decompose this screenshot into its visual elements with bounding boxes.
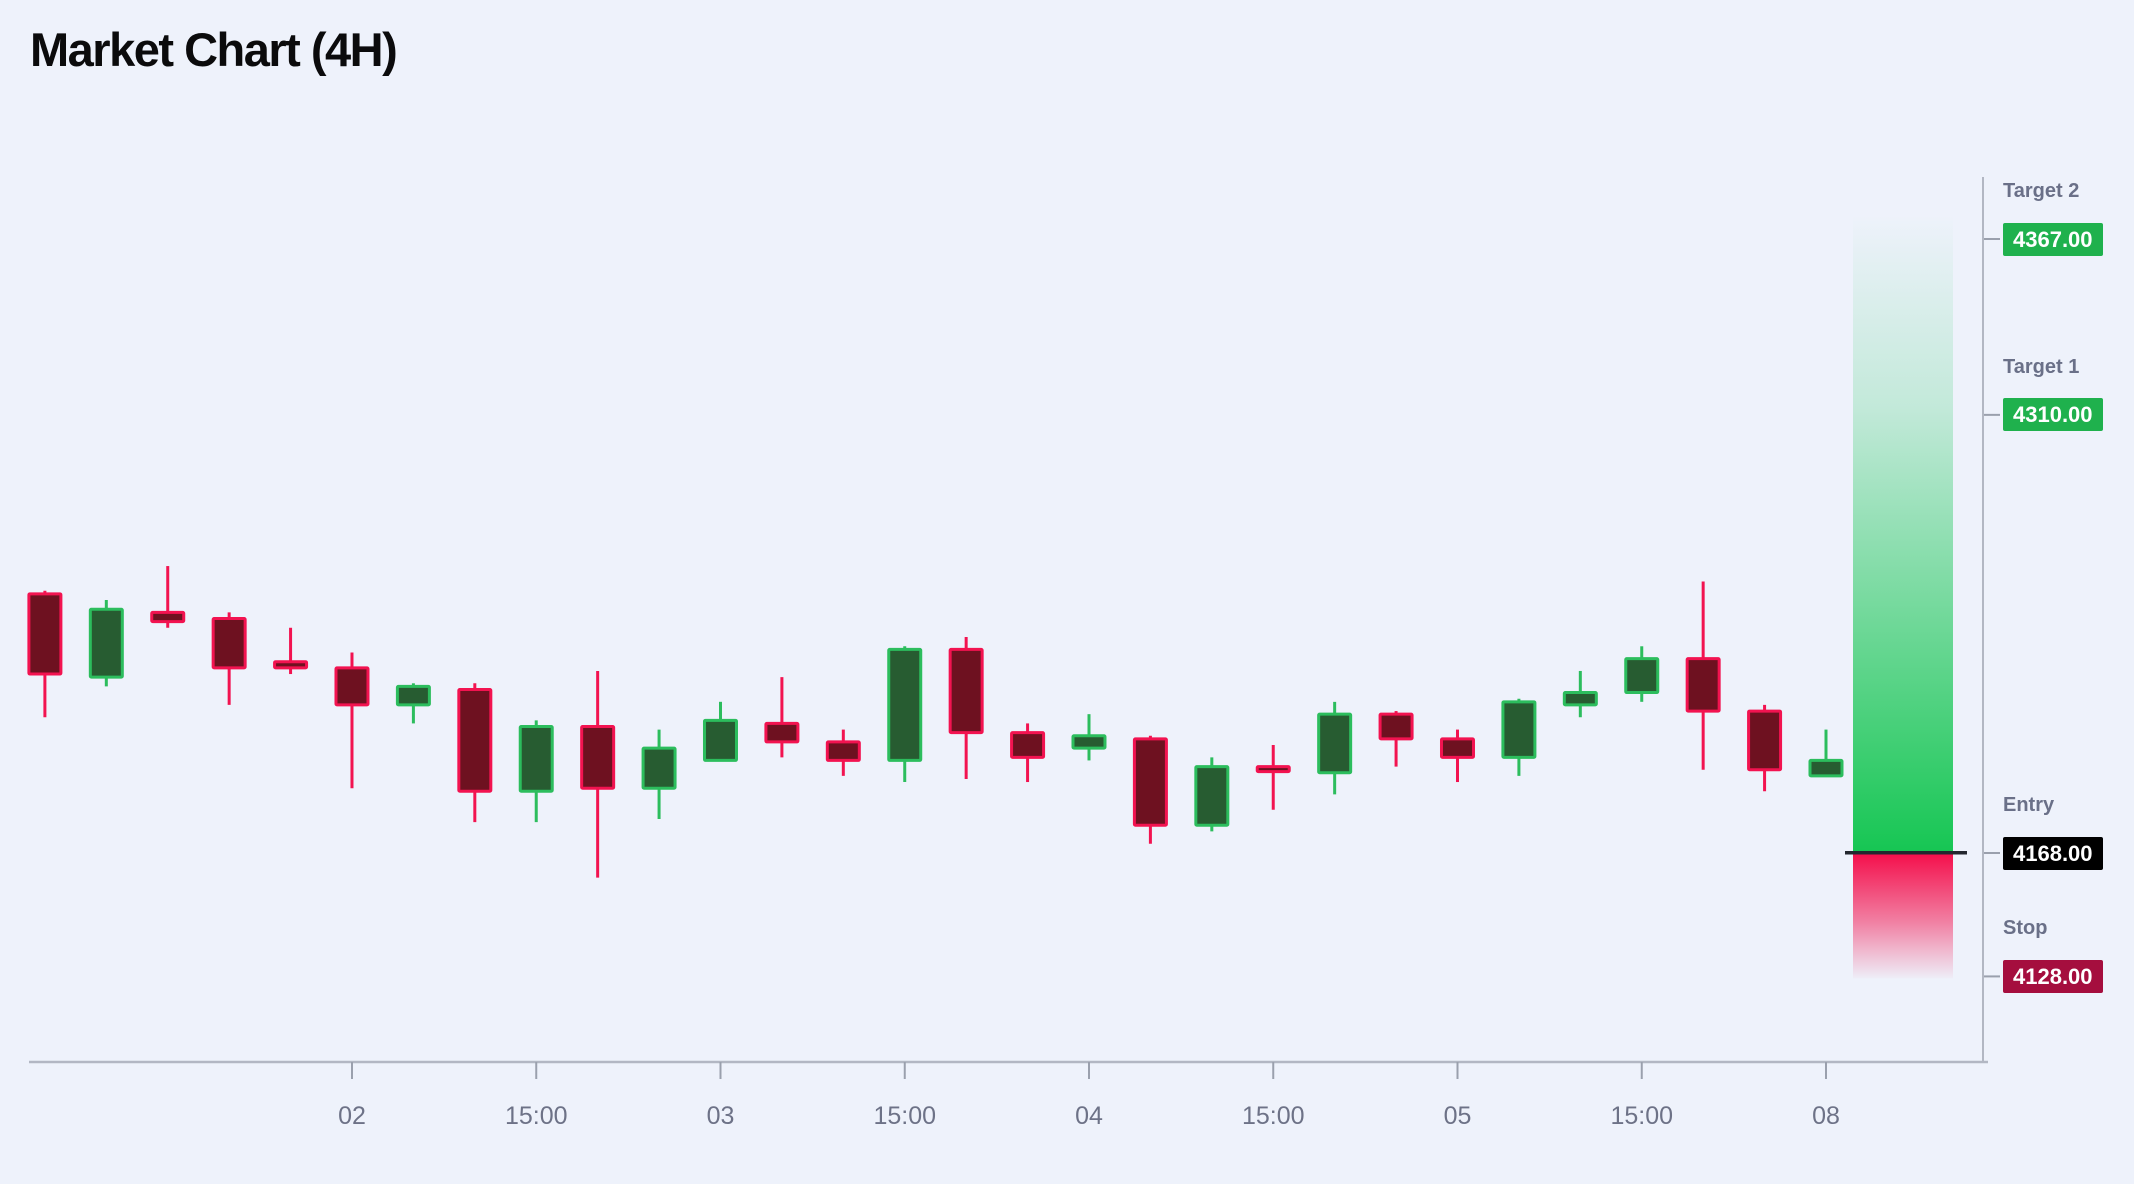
candle-bear[interactable] — [1685, 581, 1721, 770]
x-tick-label: 15:00 — [1610, 1102, 1673, 1130]
candle-bear[interactable] — [1747, 704, 1783, 792]
entry-price-line[interactable] — [1845, 851, 1967, 855]
entry-label: Entry — [2003, 794, 2055, 816]
candle-bear[interactable] — [580, 670, 616, 878]
candle-bull[interactable] — [1808, 729, 1844, 778]
candle-bear[interactable] — [27, 590, 63, 718]
entry-price-badge[interactable]: 4168.00 — [2003, 836, 2103, 870]
candle-bear[interactable] — [1439, 729, 1475, 783]
candle-bull[interactable] — [641, 729, 677, 820]
candle-bull[interactable] — [1317, 701, 1353, 795]
candle-bull[interactable] — [395, 683, 431, 724]
candle-bear[interactable] — [457, 683, 493, 823]
x-tick-label: 02 — [338, 1102, 366, 1130]
x-tick-label: 15:00 — [505, 1102, 568, 1130]
candle-bear[interactable] — [1378, 711, 1414, 767]
trade-zone — [1845, 215, 1967, 979]
candle-bear[interactable] — [273, 627, 309, 675]
page-title: Market Chart (4H) — [30, 23, 398, 76]
candle-bear[interactable] — [825, 729, 861, 776]
candle-bull[interactable] — [518, 720, 554, 823]
target2-label: Target 2 — [2003, 180, 2080, 202]
candle-bear[interactable] — [948, 637, 984, 779]
candle-bull[interactable] — [1501, 698, 1537, 776]
candle-bear[interactable] — [334, 652, 370, 789]
stop-label: Stop — [2003, 917, 2048, 940]
candle-bull[interactable] — [1624, 646, 1660, 702]
candle-bull[interactable] — [1562, 670, 1598, 718]
candle-bull[interactable] — [887, 646, 923, 783]
target1-label: Target 1 — [2003, 355, 2080, 378]
candle-bear[interactable] — [211, 612, 247, 705]
candle-bull[interactable] — [1194, 757, 1230, 832]
candle-bear[interactable] — [1255, 745, 1291, 810]
stop-price-badge[interactable]: 4128.00 — [2003, 959, 2103, 993]
candle-bull[interactable] — [702, 701, 738, 762]
chart-axes — [29, 177, 1988, 1064]
target1-price-badge[interactable]: 4310.00 — [2003, 398, 2103, 432]
x-axis-ticks: 02 15:00 03 15:00 04 15:00 05 15:00 08 — [338, 1062, 1840, 1130]
x-tick-label: 15:00 — [1242, 1102, 1305, 1130]
x-tick-label: 05 — [1444, 1102, 1472, 1130]
candle-bear[interactable] — [764, 677, 800, 758]
candle-bear[interactable] — [1132, 735, 1168, 844]
price-axis-ticks — [1984, 238, 2000, 978]
x-tick-label: 08 — [1812, 1102, 1840, 1130]
candle-bull[interactable] — [1071, 714, 1107, 761]
x-tick-label: 15:00 — [873, 1102, 936, 1130]
candle-bear[interactable] — [150, 566, 186, 628]
x-tick-label: 04 — [1075, 1102, 1103, 1130]
candles — [27, 566, 1844, 878]
target2-price-badge[interactable]: 4367.00 — [2003, 222, 2103, 256]
candle-bear[interactable] — [1010, 723, 1046, 783]
candle-bull[interactable] — [88, 599, 124, 687]
x-tick-label: 03 — [707, 1102, 735, 1130]
